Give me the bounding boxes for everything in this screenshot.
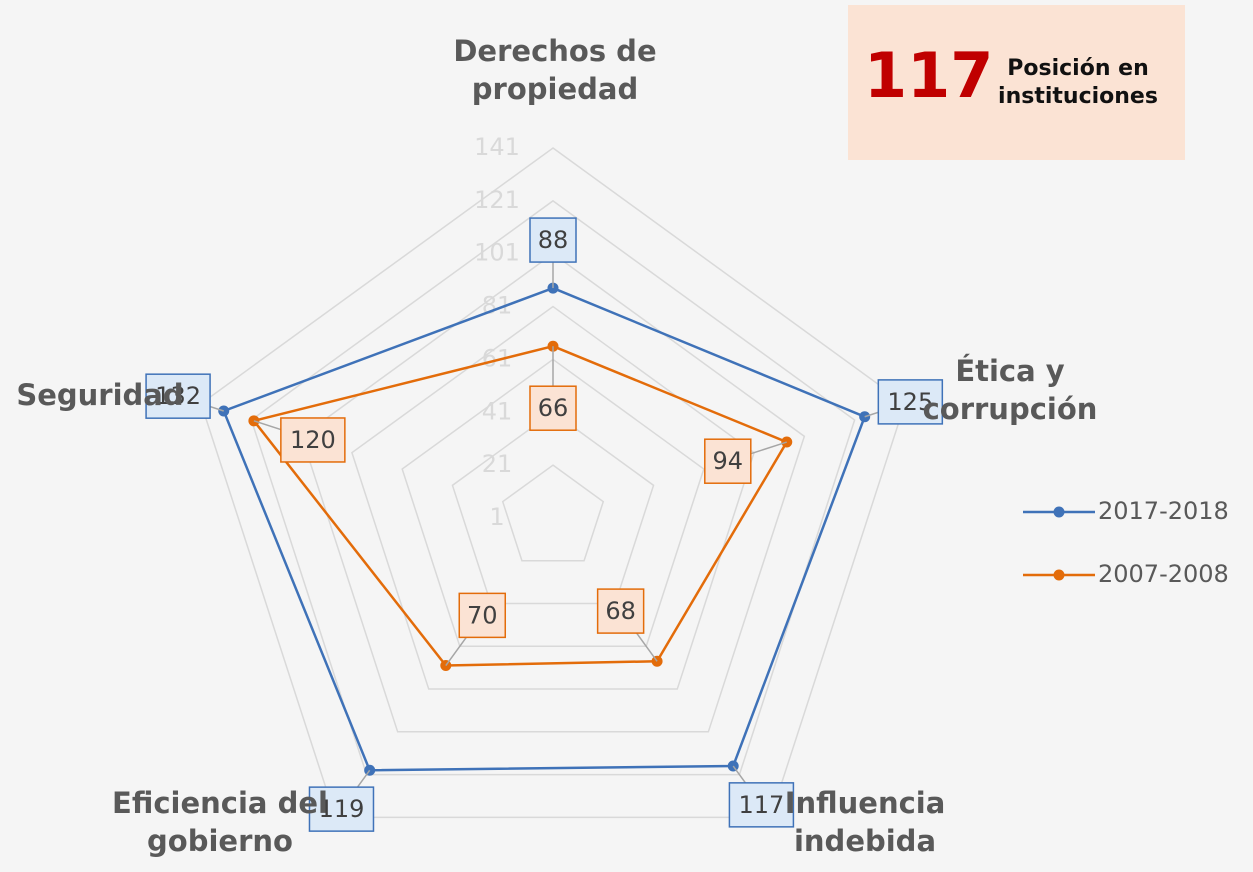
- series-line: [251, 344, 789, 667]
- r-tick-label: 141: [474, 133, 520, 161]
- data-label-box: [145, 373, 211, 419]
- data-label: 68: [605, 597, 636, 625]
- data-label-box: [704, 438, 752, 484]
- category-label: Derechos de propiedad: [453, 34, 657, 106]
- grid-line: [300, 252, 806, 733]
- grid-line: [250, 199, 856, 776]
- grid-line: [401, 358, 705, 648]
- series-line: [222, 286, 867, 772]
- data-label-box: [877, 379, 944, 425]
- data-label: 94: [713, 447, 744, 475]
- data-label: 132: [155, 382, 201, 410]
- category-label: Ética y corrupción: [922, 354, 1098, 426]
- grid-line: [501, 464, 605, 562]
- data-label: 66: [538, 394, 569, 422]
- grid-line: [351, 305, 755, 690]
- data-label-box: [308, 786, 375, 832]
- data-label-box: [529, 217, 577, 263]
- legend-label: 2007-2008: [1098, 560, 1229, 588]
- data-label: 88: [538, 226, 569, 254]
- category-label: Seguridad: [16, 378, 184, 412]
- data-label-box: [529, 385, 577, 431]
- data-label: 120: [290, 426, 336, 454]
- badge: 117 Posición en instituciones: [848, 5, 1185, 160]
- legend-marker: [1053, 569, 1065, 581]
- legend-marker: [1053, 506, 1065, 518]
- data-label-box: [728, 782, 795, 828]
- r-tick-label: 41: [482, 397, 513, 425]
- data-label-box: [458, 592, 507, 639]
- data-label: 119: [319, 795, 365, 823]
- r-tick-label: 21: [482, 450, 513, 478]
- grid-line: [451, 411, 655, 605]
- r-tick-label: 101: [474, 239, 520, 267]
- grid-line: [200, 147, 906, 819]
- badge-text: Posición en instituciones: [998, 56, 1158, 109]
- data-label-box: [596, 588, 645, 634]
- r-tick-label: 1: [489, 503, 504, 531]
- data-label: 117: [739, 791, 785, 819]
- r-tick-label: 121: [474, 186, 520, 214]
- legend-label: 2017-2018: [1098, 497, 1229, 525]
- badge-value: 117: [864, 39, 994, 112]
- data-label-box: [280, 417, 346, 463]
- category-label: Eficiencia del gobierno: [112, 786, 328, 858]
- category-label: Influencia indebida: [784, 786, 946, 858]
- data-label: 70: [467, 601, 498, 629]
- data-label: 125: [887, 388, 933, 416]
